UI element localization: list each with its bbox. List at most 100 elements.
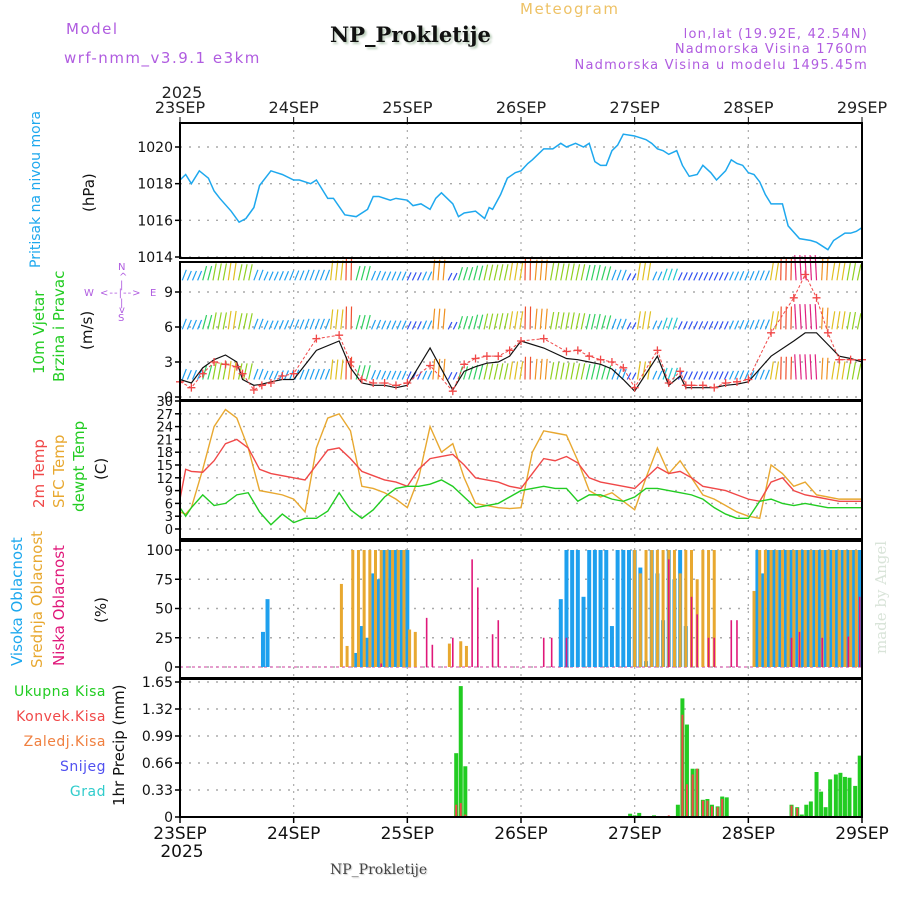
precip-total-bar bbox=[454, 753, 459, 817]
precip-total-bar bbox=[458, 686, 463, 817]
wind-arrow bbox=[539, 259, 543, 281]
cloud-mid-bar bbox=[368, 550, 372, 667]
wind-arrow bbox=[749, 370, 755, 380]
wind-arrow bbox=[841, 311, 846, 330]
wind-arrow bbox=[330, 260, 334, 281]
wind-arrow bbox=[809, 304, 813, 330]
wind-arrow bbox=[688, 371, 693, 380]
wind-arrow bbox=[509, 262, 514, 281]
wind-arrow bbox=[263, 271, 269, 281]
wind-arrow bbox=[647, 361, 652, 380]
wind-arrow bbox=[636, 361, 641, 380]
cloud-high-bar bbox=[840, 550, 845, 667]
wind-arrow bbox=[544, 259, 548, 281]
wind-arrow bbox=[243, 313, 248, 330]
wind-arrow bbox=[544, 358, 548, 380]
wind-arrow bbox=[621, 318, 627, 330]
precip-convective-bars bbox=[455, 714, 799, 817]
cloud-mid-bar bbox=[786, 550, 790, 667]
wind-arrow bbox=[457, 316, 464, 330]
wind-arrow bbox=[422, 271, 428, 281]
wind-arrow bbox=[396, 271, 402, 281]
wind-arrow bbox=[519, 361, 524, 380]
cloud-low-bar bbox=[690, 596, 693, 667]
precip-total-bar bbox=[842, 776, 847, 817]
gust-marker bbox=[664, 379, 673, 387]
wind-arrow bbox=[273, 271, 279, 281]
precip-convective-bar bbox=[710, 806, 713, 817]
x-year-bottom: 2025 bbox=[160, 842, 203, 862]
wind-arrow bbox=[268, 271, 274, 281]
wind-arrows bbox=[181, 255, 862, 380]
cloud-low-bar bbox=[542, 637, 545, 667]
wind-arrow bbox=[626, 372, 632, 380]
cloud-high-bar bbox=[846, 550, 851, 667]
cloud-mid-bar bbox=[707, 550, 711, 667]
cloud-low-bar bbox=[497, 620, 500, 667]
wind-arrow bbox=[544, 308, 548, 330]
wind-arrow bbox=[698, 272, 704, 281]
cloud-low-bar bbox=[380, 663, 382, 667]
panel-4: 0 0.33 0.66 0.99 1.32 1.65 bbox=[142, 675, 862, 826]
panel-background bbox=[180, 679, 862, 817]
gust-marker bbox=[596, 355, 605, 364]
wind-arrow bbox=[519, 262, 524, 281]
wind-arrow bbox=[683, 371, 688, 380]
gust-marker bbox=[257, 381, 266, 390]
wind-arrow bbox=[703, 272, 709, 281]
cloud-high-bar bbox=[405, 550, 410, 667]
wind-arrow bbox=[846, 262, 851, 281]
cloud-low-bar bbox=[425, 617, 428, 667]
cloud-high-bar bbox=[399, 550, 404, 667]
wind-arrow bbox=[534, 308, 538, 330]
y-tick-label: 24 bbox=[156, 421, 173, 436]
precip-convective-bar bbox=[691, 774, 694, 817]
cloud-high-bar bbox=[575, 550, 580, 667]
wind-arrow bbox=[273, 370, 279, 380]
wind-arrow bbox=[422, 320, 428, 330]
wind-arrow bbox=[207, 365, 213, 380]
wind-arrow bbox=[319, 368, 325, 380]
cloud-high-bar bbox=[564, 550, 569, 667]
y-tick-label: 25 bbox=[155, 631, 173, 647]
gust-marker bbox=[198, 369, 207, 378]
temp-2m-line bbox=[179, 438, 862, 503]
cloud-high-bar bbox=[778, 550, 783, 667]
wind-arrow bbox=[723, 272, 729, 281]
wind-arrow bbox=[222, 312, 228, 330]
wind-arrow bbox=[181, 318, 187, 330]
wind-arrow bbox=[473, 314, 479, 330]
wind-arrow bbox=[611, 318, 617, 330]
wind-arrow bbox=[370, 369, 377, 380]
wind-arrow bbox=[335, 359, 339, 380]
cloud-mid-bars bbox=[339, 550, 858, 667]
wind-arrow bbox=[314, 269, 320, 281]
wind-arrow bbox=[478, 265, 484, 281]
cloud-high-bar bbox=[587, 550, 592, 667]
wind-arrow bbox=[186, 270, 192, 281]
wind-arrow bbox=[799, 255, 802, 281]
y-tick-label: 9 bbox=[164, 285, 173, 301]
wind-arrow bbox=[386, 320, 392, 330]
gust-marker bbox=[517, 337, 525, 345]
wind-arrow bbox=[814, 304, 818, 330]
wind-arrow bbox=[606, 266, 612, 281]
x-tick-label-bottom: 27SEP bbox=[608, 824, 661, 844]
wind-arrow bbox=[606, 315, 612, 330]
wind-arrow bbox=[565, 263, 570, 281]
wind-arrow bbox=[775, 361, 780, 380]
wind-arrow bbox=[744, 320, 750, 330]
cloud-high-bar bbox=[615, 550, 620, 667]
y-tick-label: 1.65 bbox=[142, 675, 173, 691]
wind-arrow bbox=[191, 270, 198, 281]
wind-arrow bbox=[319, 269, 325, 281]
wind-arrow bbox=[217, 263, 222, 281]
model-elevation-text: Nadmorska Visina u modelu 1495.45m bbox=[574, 58, 868, 73]
panel-background bbox=[180, 123, 862, 258]
wind-arrow bbox=[437, 259, 441, 281]
wind-arrow bbox=[626, 273, 632, 281]
y-tick-label: 15 bbox=[156, 459, 173, 474]
wind-arrow bbox=[769, 361, 774, 380]
cloud-mid-bar bbox=[843, 550, 847, 667]
wind-arrow bbox=[498, 264, 504, 281]
